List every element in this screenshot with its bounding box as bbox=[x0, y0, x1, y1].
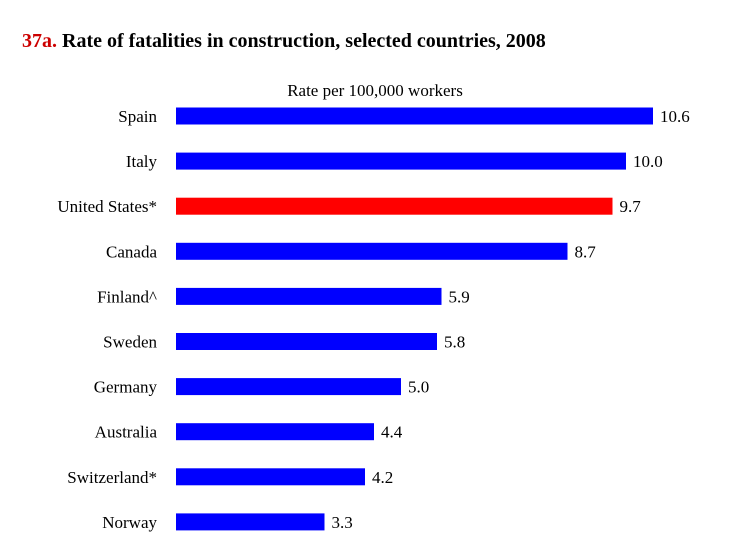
data-label-spain: 10.6 bbox=[660, 107, 690, 126]
data-label-united-states: 9.7 bbox=[620, 197, 642, 216]
category-label-united-states: United States* bbox=[57, 197, 157, 216]
category-label-australia: Australia bbox=[95, 423, 158, 442]
data-label-finland: 5.9 bbox=[449, 287, 470, 306]
bar-australia bbox=[176, 423, 374, 441]
bar-italy bbox=[176, 152, 626, 170]
category-label-finland: Finland^ bbox=[97, 287, 157, 306]
category-label-sweden: Sweden bbox=[103, 333, 157, 352]
category-label-germany: Germany bbox=[94, 378, 158, 397]
bar-spain bbox=[176, 107, 653, 125]
data-label-australia: 4.4 bbox=[381, 423, 403, 442]
bar-united-states bbox=[176, 197, 613, 215]
bars-group: Spain 10.6 Italy 10.0 United States* 9.7 Canad… bbox=[57, 107, 689, 532]
data-label-canada: 8.7 bbox=[575, 242, 597, 261]
category-label-switzerland: Switzerland* bbox=[67, 468, 157, 487]
bar-sweden bbox=[176, 333, 437, 350]
bar-germany bbox=[176, 378, 401, 396]
data-label-germany: 5.0 bbox=[408, 378, 429, 397]
category-label-norway: Norway bbox=[102, 513, 157, 532]
chart-title: 37a. Rate of fatalities in construction, … bbox=[22, 30, 546, 53]
data-label-norway: 3.3 bbox=[332, 513, 353, 532]
category-label-spain: Spain bbox=[118, 107, 157, 126]
data-label-sweden: 5.8 bbox=[444, 333, 465, 352]
chart-title-text: Rate of fatalities in construction, sele… bbox=[62, 30, 546, 52]
bar-switzerland bbox=[176, 468, 365, 486]
bar-canada bbox=[176, 242, 568, 260]
category-label-canada: Canada bbox=[106, 242, 157, 261]
data-label-italy: 10.0 bbox=[633, 152, 663, 171]
x-axis-label: Rate per 100,000 workers bbox=[287, 81, 463, 100]
bar-norway bbox=[176, 513, 325, 531]
data-label-switzerland: 4.2 bbox=[372, 468, 393, 487]
bar-finland bbox=[176, 287, 442, 305]
category-label-italy: Italy bbox=[126, 152, 158, 171]
chart-number: 37a. bbox=[22, 30, 57, 52]
